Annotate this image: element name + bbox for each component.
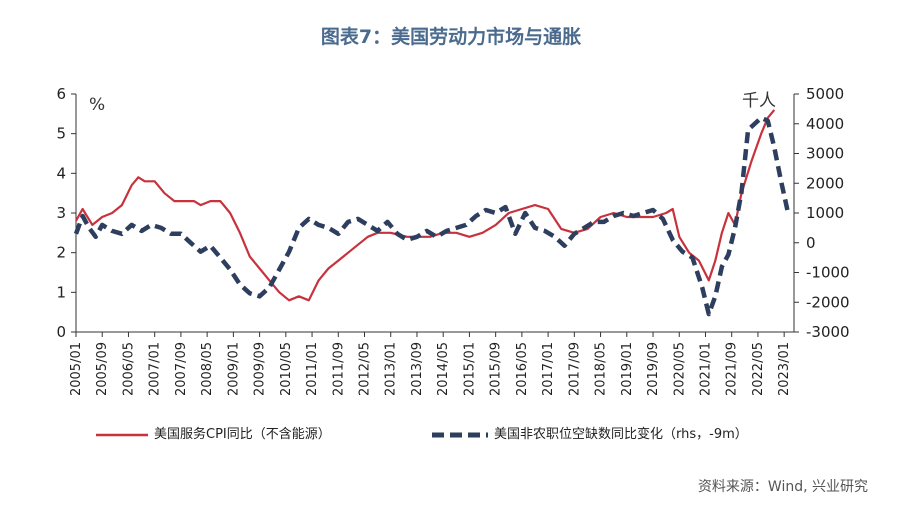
x-tick-label: 2013/09 bbox=[410, 342, 425, 396]
x-tick-label: 2022/05 bbox=[751, 342, 766, 396]
right-tick-label: 5000 bbox=[806, 85, 844, 103]
x-tick-label: 2008/05 bbox=[200, 342, 215, 396]
x-tick-label: 2021/09 bbox=[725, 342, 740, 396]
tick-labels: 0 1 2 3 4 5 6 -3000 -2000 -1000 0 1000 2000 3000 4000 5… bbox=[56, 85, 849, 396]
series-lines bbox=[73, 109, 790, 317]
legend-item-openings: 美国非农职位空缺数同比变化（rhs，-9m） bbox=[432, 423, 748, 442]
left-tick-label: 2 bbox=[56, 244, 66, 262]
x-tick-label: 2016/05 bbox=[515, 342, 530, 396]
legend-swatch-dashed bbox=[432, 432, 488, 437]
right-tick-label: -2000 bbox=[806, 293, 850, 311]
series-line-job-openings bbox=[73, 115, 790, 317]
x-tick-label: 2011/01 bbox=[305, 342, 320, 396]
left-tick-label: 5 bbox=[56, 125, 66, 143]
right-unit-label: 千人 bbox=[742, 91, 776, 111]
axes bbox=[71, 93, 799, 337]
left-tick-label: 0 bbox=[56, 323, 66, 341]
left-tick-label: 1 bbox=[56, 283, 66, 301]
legend-swatch-solid bbox=[96, 433, 148, 436]
x-tick-label: 2011/09 bbox=[331, 342, 346, 396]
legend-label-cpi: 美国服务CPI同比（不含能源） bbox=[154, 427, 331, 442]
x-tick-label: 2010/05 bbox=[279, 342, 294, 396]
x-tick-label: 2006/05 bbox=[121, 342, 136, 396]
x-tick-label: 2017/09 bbox=[567, 342, 582, 396]
source-note: 资料来源：Wind, 兴业研究 bbox=[697, 479, 868, 495]
right-tick-label: 3000 bbox=[806, 145, 844, 163]
x-tick-label: 2013/01 bbox=[384, 342, 399, 396]
x-tick-label: 2023/01 bbox=[777, 342, 792, 396]
legend-item-cpi: 美国服务CPI同比（不含能源） bbox=[96, 423, 331, 442]
left-tick-label: 4 bbox=[56, 164, 66, 182]
x-tick-label: 2015/09 bbox=[489, 342, 504, 396]
x-tick-label: 2020/05 bbox=[672, 342, 687, 396]
x-tick-label: 2019/09 bbox=[646, 342, 661, 396]
right-tick-label: -1000 bbox=[806, 264, 850, 282]
right-tick-label: 1000 bbox=[806, 204, 844, 222]
chart-title: 图表7：美国劳动力市场与通胀 bbox=[320, 26, 582, 48]
x-tick-label: 2005/09 bbox=[95, 342, 110, 396]
left-unit-label: % bbox=[89, 95, 105, 115]
x-tick-label: 2009/09 bbox=[253, 342, 268, 396]
x-tick-label: 2021/01 bbox=[698, 342, 713, 396]
x-tick-label: 2009/01 bbox=[226, 342, 241, 396]
series-line-cpi bbox=[75, 109, 776, 302]
x-tick-label: 2005/01 bbox=[69, 342, 84, 396]
right-tick-label: 2000 bbox=[806, 174, 844, 192]
x-tick-label: 2012/05 bbox=[358, 342, 373, 396]
right-tick-label: 0 bbox=[806, 234, 816, 252]
x-tick-label: 2007/09 bbox=[174, 342, 189, 396]
right-tick-label: -3000 bbox=[806, 323, 850, 341]
x-tick-label: 2018/05 bbox=[594, 342, 609, 396]
x-tick-label: 2014/05 bbox=[436, 342, 451, 396]
x-tick-label: 2007/01 bbox=[148, 342, 163, 396]
x-tick-label: 2019/01 bbox=[620, 342, 635, 396]
left-tick-label: 6 bbox=[56, 85, 66, 103]
legend-label-openings: 美国非农职位空缺数同比变化（rhs，-9m） bbox=[494, 427, 748, 442]
right-tick-label: 4000 bbox=[806, 115, 844, 133]
x-tick-label: 2017/01 bbox=[541, 342, 556, 396]
left-tick-label: 3 bbox=[56, 204, 66, 222]
x-tick-label: 2015/01 bbox=[462, 342, 477, 396]
